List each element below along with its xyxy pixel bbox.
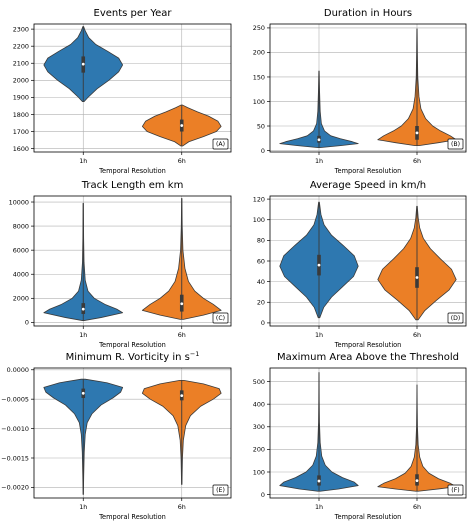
y-tick-label: −0.0005 (1, 395, 29, 403)
violin-median-6h (415, 131, 419, 135)
y-tick-label: 500 (253, 378, 265, 386)
x-axis-label: Temporal Resolution (334, 167, 402, 175)
y-tick-label: 0 (261, 319, 265, 327)
panel-label: (B) (451, 141, 460, 148)
x-tick-label: 1h (79, 331, 87, 339)
violin-median-6h (415, 479, 419, 482)
chart-panel-2: 0 50 100 150 200 250 1h 6h Temporal Resolution Du… (253, 8, 467, 175)
y-tick-label: 400 (253, 400, 265, 408)
panel-label: (D) (451, 315, 461, 322)
x-tick-label: 6h (413, 503, 421, 511)
chart-title: Minimum R. Vorticity in s−1 (66, 350, 200, 363)
panel-label-box (447, 484, 464, 496)
x-tick-label: 1h (315, 503, 323, 511)
y-tick-label: 200 (253, 49, 265, 57)
chart-title: Events per Year (94, 8, 173, 19)
x-tick-label: 1h (79, 157, 87, 165)
y-tick-label: 60 (257, 257, 265, 265)
violin-median-6h (415, 276, 419, 279)
x-tick-label: 6h (178, 331, 186, 339)
y-tick-label: 0 (261, 491, 265, 499)
violin-median-6h (180, 302, 184, 306)
violin-median-6h (180, 394, 184, 398)
chart-panel-1: 1600 1700 1800 1900 2000 2100 2200 2300 1h 6h Temp… (13, 8, 232, 175)
y-tick-label: 10000 (9, 198, 29, 206)
y-tick-label: 2000 (13, 77, 29, 85)
y-tick-label: 300 (253, 423, 265, 431)
y-tick-label: 100 (253, 98, 265, 106)
chart-panel-6: 0 100 200 300 400 500 1h 6h Temporal Resolution M… (253, 352, 467, 521)
y-tick-label: 200 (253, 446, 265, 454)
y-tick-label: 2000 (13, 295, 29, 303)
chart-panel-3: 0 2000 4000 6000 8000 10000 1h 6h Temporal Resol… (9, 180, 232, 349)
chart-title: Average Speed in km/h (310, 180, 426, 191)
panel-label-box (212, 138, 229, 150)
violin-median-1h (81, 307, 85, 311)
y-tick-label: 100 (253, 216, 265, 224)
axes-frame (33, 367, 232, 499)
axes-frame (33, 23, 232, 153)
panel-label: (F) (451, 487, 459, 494)
y-tick-label: 250 (253, 24, 265, 32)
y-tick-label: 1800 (13, 111, 29, 119)
x-axis-label: Temporal Resolution (334, 513, 402, 521)
panel-label-box (447, 138, 464, 150)
y-tick-label: 0 (25, 319, 29, 327)
x-tick-label: 6h (178, 157, 186, 165)
y-tick-label: −0.0020 (1, 484, 29, 492)
x-tick-label: 1h (315, 157, 323, 165)
chart-title: Maximum Area Above the Threshold (277, 352, 459, 363)
y-tick-label: 6000 (13, 246, 29, 254)
chart-title: Track Length em km (81, 180, 184, 191)
violin-median-1h (317, 479, 321, 483)
y-tick-label: 1600 (13, 145, 29, 153)
y-tick-label: 100 (253, 468, 265, 476)
y-tick-label: 80 (257, 237, 265, 245)
panel-label-box (212, 484, 229, 496)
chart-title: Duration in Hours (324, 8, 412, 19)
x-tick-label: 6h (413, 157, 421, 165)
x-tick-label: 6h (178, 503, 186, 511)
y-tick-label: 8000 (13, 222, 29, 230)
axes-frame (269, 23, 467, 153)
violin-median-1h (317, 138, 321, 142)
chart-panel-5: 0.0000 −0.0005 −0.0010 −0.0015 −0.0020 1h 6h Te… (1, 350, 232, 521)
panel-label-box (212, 312, 229, 324)
x-axis-label: Temporal Resolution (98, 513, 166, 521)
y-tick-label: 2100 (13, 60, 29, 68)
y-tick-label: 4000 (13, 271, 29, 279)
y-tick-label: 0 (261, 147, 265, 155)
x-axis-label: Temporal Resolution (98, 167, 166, 175)
y-tick-label: 40 (257, 278, 265, 286)
y-tick-label: −0.0015 (1, 454, 29, 462)
axes-frame (269, 367, 467, 499)
panel-label: (E) (216, 487, 225, 494)
axes-frame (33, 195, 232, 327)
y-tick-label: 2300 (13, 25, 29, 33)
violin-median-1h (81, 62, 85, 66)
x-tick-label: 1h (315, 331, 323, 339)
y-tick-label: 120 (253, 195, 265, 203)
title-superscript: −1 (190, 350, 200, 358)
violin-median-6h (180, 124, 184, 127)
panel-label: (A) (216, 141, 225, 148)
y-tick-label: 0.0000 (7, 366, 29, 374)
y-tick-label: −0.0010 (1, 425, 29, 433)
y-tick-label: 1900 (13, 94, 29, 102)
y-tick-label: 50 (257, 122, 265, 130)
x-tick-label: 1h (79, 503, 87, 511)
chart-panel-4: 0 20 40 60 80 100 120 1h 6h Temporal Resolution Av… (253, 180, 467, 349)
y-tick-label: 1700 (13, 128, 29, 136)
panel-label-box (447, 312, 464, 324)
x-axis-label: Temporal Resolution (98, 341, 166, 349)
violin-median-1h (317, 263, 321, 267)
y-tick-label: 150 (253, 73, 265, 81)
violin-median-1h (81, 391, 85, 395)
y-tick-label: 20 (257, 299, 265, 307)
x-axis-label: Temporal Resolution (334, 341, 402, 349)
panel-label: (C) (216, 315, 225, 322)
y-tick-label: 2200 (13, 42, 29, 50)
x-tick-label: 6h (413, 331, 421, 339)
